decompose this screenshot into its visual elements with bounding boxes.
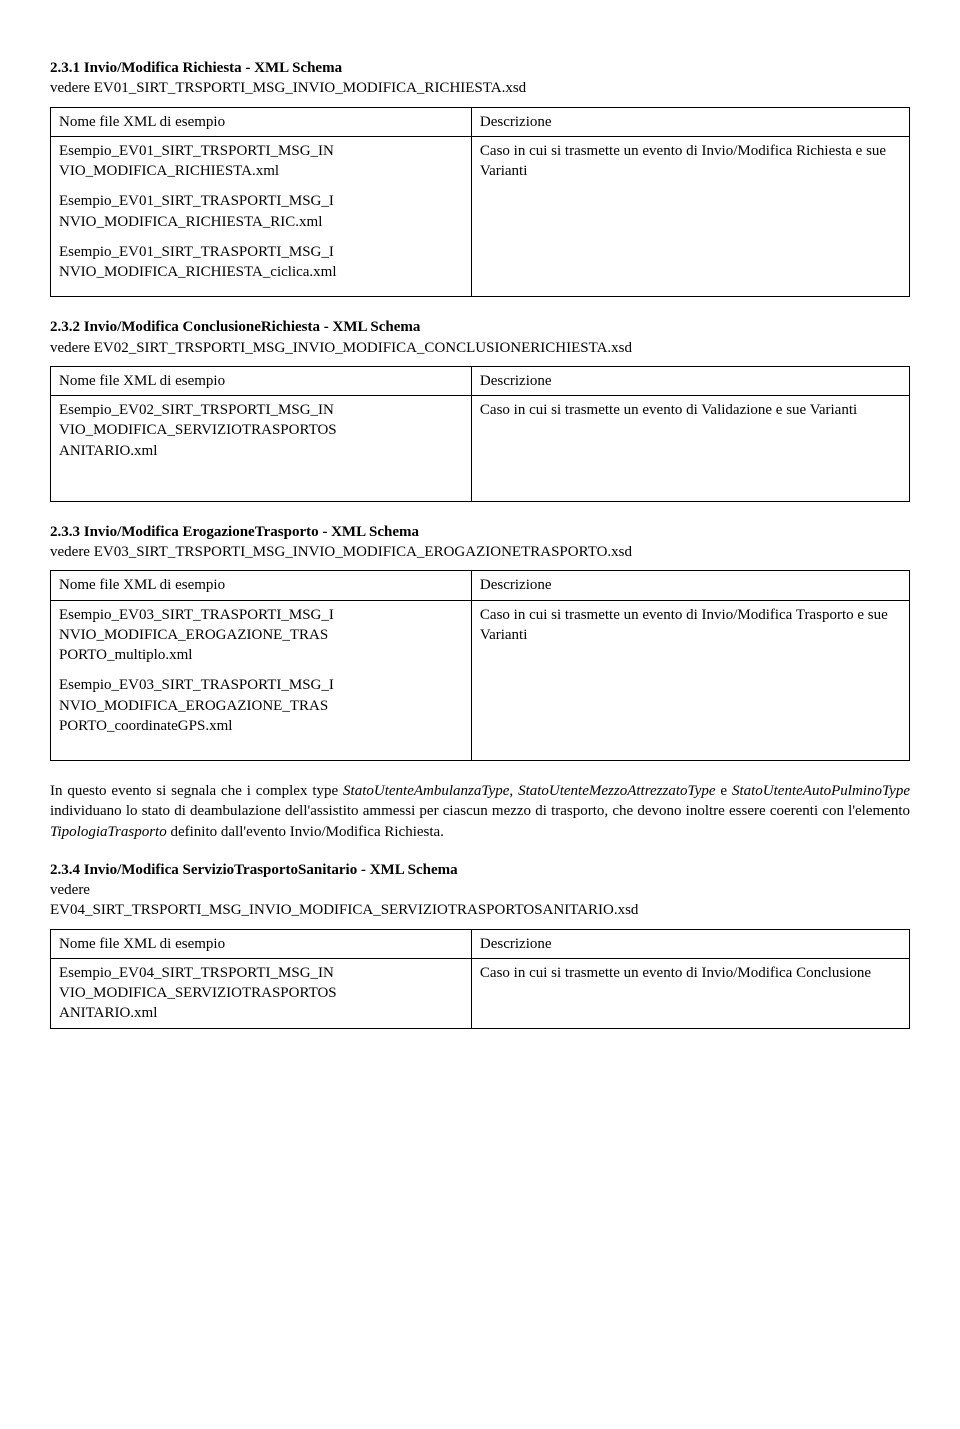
cell-description: Caso in cui si trasmette un evento di In…	[471, 600, 909, 761]
section-233-sub: vedere EV03_SIRT_TRSPORTI_MSG_INVIO_MODI…	[50, 542, 910, 562]
cell-description: Caso in cui si trasmette un evento di In…	[471, 136, 909, 297]
table-row: Esempio_EV04_SIRT_TRSPORTI_MSG_INVIO_MOD…	[51, 958, 910, 1028]
cell-description: Caso in cui si trasmette un evento di In…	[471, 958, 909, 1028]
section-232-sub: vedere EV02_SIRT_TRSPORTI_MSG_INVIO_MODI…	[50, 338, 910, 358]
type-name-2: StatoUtenteMezzoAttrezzatoType	[518, 783, 715, 799]
cell-description: Caso in cui si trasmette un evento di Va…	[471, 396, 909, 502]
cell-filename: Esempio_EV02_SIRT_TRSPORTI_MSG_INVIO_MOD…	[51, 396, 472, 502]
col-header-desc: Descrizione	[471, 929, 909, 958]
col-header-name: Nome file XML di esempio	[51, 107, 472, 136]
cell-filenames: Esempio_EV01_SIRT_TRSPORTI_MSG_INVIO_MOD…	[51, 136, 472, 297]
type-name-1: StatoUtenteAmbulanzaType,	[343, 783, 513, 799]
col-header-name: Nome file XML di esempio	[51, 571, 472, 600]
table-234: Nome file XML di esempio Descrizione Ese…	[50, 929, 910, 1029]
table-header-row: Nome file XML di esempio Descrizione	[51, 366, 910, 395]
col-header-name: Nome file XML di esempio	[51, 366, 472, 395]
table-header-row: Nome file XML di esempio Descrizione	[51, 571, 910, 600]
col-header-desc: Descrizione	[471, 107, 909, 136]
body-paragraph: In questo evento si segnala che i comple…	[50, 781, 910, 842]
section-231-sub: vedere EV01_SIRT_TRSPORTI_MSG_INVIO_MODI…	[50, 78, 910, 98]
para-prefix: In questo evento si segnala che i comple…	[50, 783, 343, 799]
cell-filename: Esempio_EV04_SIRT_TRSPORTI_MSG_INVIO_MOD…	[51, 958, 472, 1028]
filename-1: Esempio_EV03_SIRT_TRASPORTI_MSG_INVIO_MO…	[59, 605, 463, 666]
section-232-heading: 2.3.2 Invio/Modifica ConclusioneRichiest…	[50, 317, 910, 337]
section-233-heading: 2.3.3 Invio/Modifica ErogazioneTrasporto…	[50, 522, 910, 542]
para-suffix: definito dall'evento Invio/Modifica Rich…	[167, 824, 444, 840]
type-name-3: StatoUtenteAutoPulminoType	[732, 783, 910, 799]
table-231: Nome file XML di esempio Descrizione Ese…	[50, 107, 910, 298]
col-header-desc: Descrizione	[471, 366, 909, 395]
table-header-row: Nome file XML di esempio Descrizione	[51, 929, 910, 958]
col-header-name: Nome file XML di esempio	[51, 929, 472, 958]
table-row: Esempio_EV03_SIRT_TRASPORTI_MSG_INVIO_MO…	[51, 600, 910, 761]
sub-line-a: vedere	[50, 882, 90, 898]
type-name-4: TipologiaTrasporto	[50, 824, 167, 840]
para-mid3: individuano lo stato di deambulazione de…	[50, 803, 910, 819]
para-mid2: e	[716, 783, 732, 799]
filename-2: Esempio_EV01_SIRT_TRASPORTI_MSG_INVIO_MO…	[59, 191, 463, 232]
table-row: Esempio_EV01_SIRT_TRSPORTI_MSG_INVIO_MOD…	[51, 136, 910, 297]
section-234-heading: 2.3.4 Invio/Modifica ServizioTrasportoSa…	[50, 860, 910, 880]
table-header-row: Nome file XML di esempio Descrizione	[51, 107, 910, 136]
sub-line-b: EV04_SIRT_TRSPORTI_MSG_INVIO_MODIFICA_SE…	[50, 902, 638, 918]
filename-3: Esempio_EV01_SIRT_TRASPORTI_MSG_INVIO_MO…	[59, 242, 463, 283]
section-234-sub: vedere EV04_SIRT_TRSPORTI_MSG_INVIO_MODI…	[50, 880, 910, 921]
table-232: Nome file XML di esempio Descrizione Ese…	[50, 366, 910, 502]
cell-filenames: Esempio_EV03_SIRT_TRASPORTI_MSG_INVIO_MO…	[51, 600, 472, 761]
col-header-desc: Descrizione	[471, 571, 909, 600]
section-231-heading: 2.3.1 Invio/Modifica Richiesta - XML Sch…	[50, 58, 910, 78]
table-233: Nome file XML di esempio Descrizione Ese…	[50, 570, 910, 761]
filename-2: Esempio_EV03_SIRT_TRASPORTI_MSG_INVIO_MO…	[59, 675, 463, 736]
filename-1: Esempio_EV01_SIRT_TRSPORTI_MSG_INVIO_MOD…	[59, 141, 463, 182]
table-row: Esempio_EV02_SIRT_TRSPORTI_MSG_INVIO_MOD…	[51, 396, 910, 502]
